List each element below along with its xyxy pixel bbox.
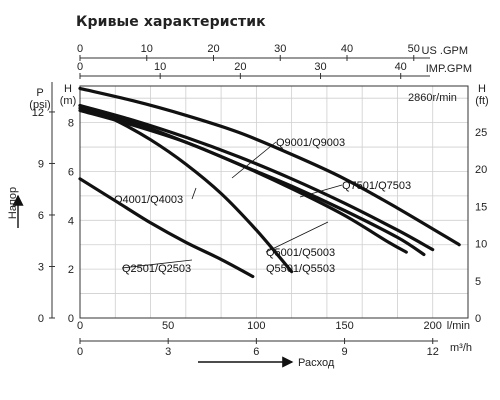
left-axis-label: Напор	[7, 187, 19, 219]
series-leader-q4001-q4003	[191, 187, 197, 200]
us-gpm-tick-label: 50	[408, 43, 420, 55]
m3h-tick-label: 3	[165, 346, 171, 358]
chart-title: Кривые характеристик	[76, 14, 266, 30]
series-label-q5001-q5003: Q5001/Q5003	[266, 247, 335, 259]
head-ft-tick-label: 15	[475, 201, 487, 213]
head-ft-tick-label: 0	[475, 313, 481, 325]
head-ft-unit-label: (ft)	[475, 95, 488, 107]
bottom-axis-label: Расход	[298, 357, 335, 369]
psi-tick-label: 3	[38, 261, 44, 273]
head-ft-tick-label: 10	[475, 239, 487, 251]
lmin-unit-label: l/min	[447, 320, 470, 332]
us-gpm-unit-label: US .GPM	[422, 45, 468, 57]
series-label-q2501-q2503: Q2501/Q2503	[122, 263, 191, 275]
m3h-unit-label: m³/h	[450, 342, 472, 354]
imp-gpm-tick-label: 0	[77, 61, 83, 73]
head-m-tick-label: 8	[68, 118, 74, 130]
m3h-tick-label: 12	[427, 346, 439, 358]
head-m-tick-label: 0	[68, 313, 74, 325]
series-line-q2501-q2503	[78, 177, 255, 279]
lmin-tick-label: 100	[247, 320, 265, 332]
imp-gpm-unit-label: IMP.GPM	[426, 63, 472, 75]
lmin-tick-label: 0	[77, 320, 83, 332]
head-ft-tick-label: 5	[475, 276, 481, 288]
head-m-tick-label: 4	[68, 215, 74, 227]
series-line-q9001-q9003	[78, 86, 461, 247]
us-gpm-tick-label: 20	[207, 43, 219, 55]
plot-frame	[79, 85, 469, 319]
head-m-tick-label: 6	[68, 166, 74, 178]
series-line-q7501-q7503	[78, 103, 435, 252]
imp-gpm-tick-label: 30	[314, 61, 326, 73]
series-leader-q9001-q9003	[231, 141, 277, 179]
lmin-tick-label: 150	[335, 320, 353, 332]
psi-unit-top: P	[36, 87, 43, 99]
speed-note: 2860r/min	[408, 92, 457, 104]
us-gpm-tick-label: 0	[77, 43, 83, 55]
head-m-tick-label: 2	[68, 264, 74, 276]
psi-tick-label: 6	[38, 210, 44, 222]
psi-unit-label: (psi)	[29, 99, 50, 111]
series-label-q7501-q7503: Q7501/Q7503	[342, 180, 411, 192]
series-leader-q5001-q5003	[265, 221, 329, 253]
imp-gpm-tick-label: 20	[234, 61, 246, 73]
series-leader-q7501-q7503	[299, 184, 343, 198]
imp-gpm-tick-label: 40	[395, 61, 407, 73]
psi-tick-label: 12	[32, 107, 44, 119]
head-m-unit-top: H	[64, 83, 72, 95]
m3h-tick-label: 0	[77, 346, 83, 358]
m3h-tick-label: 9	[341, 346, 347, 358]
m3h-tick-label: 6	[253, 346, 259, 358]
lmin-tick-label: 200	[424, 320, 442, 332]
series-line-q5501-q5503	[78, 106, 408, 254]
us-gpm-tick-label: 10	[141, 43, 153, 55]
us-gpm-tick-label: 40	[341, 43, 353, 55]
psi-tick-label: 9	[38, 158, 44, 170]
head-m-unit-label: (m)	[60, 95, 77, 107]
series-label-q4001-q4003: Q4001/Q4003	[114, 194, 183, 206]
us-gpm-tick-label: 30	[274, 43, 286, 55]
head-ft-unit-top: H	[478, 83, 486, 95]
head-ft-tick-label: 20	[475, 164, 487, 176]
lmin-tick-label: 50	[162, 320, 174, 332]
series-label-q9001-q9003: Q9001/Q9003	[276, 137, 345, 149]
series-leader-q2501-q2503	[121, 259, 193, 269]
imp-gpm-tick-label: 10	[154, 61, 166, 73]
head-ft-tick-label: 25	[475, 127, 487, 139]
series-label-q5501-q5503: Q5501/Q5503	[266, 263, 335, 275]
psi-tick-label: 0	[38, 313, 44, 325]
